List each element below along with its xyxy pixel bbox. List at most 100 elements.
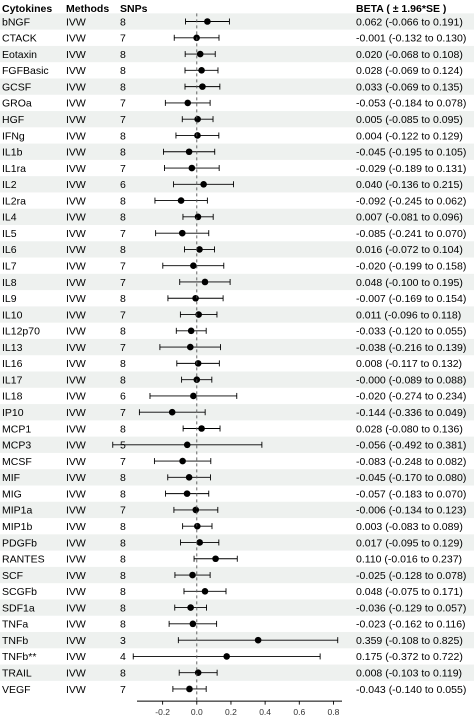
beta-point [199,83,206,90]
forest-row: MCP3 IVW 5 -0.056 (-0.492 to 0.381) [2,440,466,452]
forest-row: MIG IVW 8 -0.057 (-0.183 to 0.070) [2,488,466,500]
row-beta-label: 0.110 (-0.016 to 0.237) [356,554,462,566]
row-method: IVW [66,488,86,500]
row-cytokine: IL4 [2,212,17,224]
row-beta-label: -0.020 (-0.199 to 0.158) [356,261,466,273]
forest-row: MIP1b IVW 8 0.003 (-0.083 to 0.089) [2,521,463,533]
row-cytokine: IL13 [2,342,23,354]
row-cytokine: HGF [2,114,24,126]
row-stripe [0,45,474,63]
row-cytokine: Eotaxin [2,49,37,61]
row-beta-label: -0.023 (-0.162 to 0.116) [356,619,466,631]
row-cytokine: IL12p70 [2,326,40,338]
row-stripe [0,371,474,388]
row-method: IVW [66,277,86,289]
row-snps: 8 [120,602,126,614]
row-beta-label: -0.020 (-0.274 to 0.234) [356,391,466,403]
row-cytokine: IL6 [2,244,17,256]
row-beta-label: -0.057 (-0.183 to 0.070) [356,488,466,500]
row-stripe [0,273,474,291]
data-rows: bNGF IVW 8 0.062 (-0.066 to 0.191) CTACK IVW 7… [2,16,466,695]
row-method: IVW [66,521,86,533]
beta-point [190,392,197,400]
row-beta-label: 0.040 (-0.136 to 0.215) [356,179,463,191]
row-method: IVW [66,440,86,452]
row-snps: 8 [120,147,126,159]
row-beta-label: -0.083 (-0.248 to 0.082) [356,456,466,468]
beta-point [198,67,205,74]
row-snps: 8 [120,49,126,61]
x-tick-label: 0.2 [225,707,237,717]
forest-row: TRAIL IVW 8 0.008 (-0.103 to 0.119) [2,668,462,680]
row-cytokine: MIF [2,472,20,484]
row-cytokine: GCSF [2,81,31,93]
row-snps: 7 [120,342,126,354]
row-cytokine: TNFb [2,635,28,647]
forest-row: IL8 IVW 7 0.048 (-0.100 to 0.195) [2,277,463,289]
beta-point [187,327,195,335]
row-method: IVW [66,668,86,680]
row-beta-label: 0.011 (-0.096 to 0.118) [356,309,461,321]
row-beta-label: -0.053 (-0.184 to 0.078) [356,98,466,110]
forest-row: IFNg IVW 8 0.004 (-0.122 to 0.129) [2,130,463,142]
beta-point [187,604,194,611]
forest-row: IL13 IVW 7 -0.038 (-0.216 to 0.139) [2,342,466,354]
row-method: IVW [66,570,86,582]
forest-row: IL4 IVW 8 0.007 (-0.081 to 0.096) [2,212,463,224]
row-method: IVW [66,65,86,77]
x-axis: -0.2 0.0 0.2 0.4 0.6 0.8 [137,700,342,717]
row-method: IVW [66,33,86,45]
beta-point [196,246,203,253]
row-snps: 7 [120,163,126,175]
row-method: IVW [66,342,86,354]
beta-point [196,539,203,546]
row-snps: 5 [120,440,126,452]
row-beta-label: 0.359 (-0.108 to 0.825) [356,635,463,647]
forest-row: CTACK IVW 7 -0.001 (-0.132 to 0.130) [2,33,466,45]
beta-point [201,278,209,286]
row-cytokine: IP10 [2,407,24,419]
row-beta-label: 0.008 (-0.117 to 0.132) [356,358,462,370]
row-snps: 7 [120,98,126,110]
row-beta-label: -0.092 (-0.245 to 0.062) [356,195,466,207]
row-method: IVW [66,98,86,110]
row-cytokine: FGFBasic [2,65,49,77]
row-snps: 8 [120,619,126,631]
row-beta-label: 0.062 (-0.066 to 0.191) [356,16,463,28]
row-method: IVW [66,554,86,566]
row-snps: 8 [120,570,126,582]
row-stripe [0,664,474,681]
x-tick-label: 0.8 [328,707,340,717]
row-cytokine: IL5 [2,228,17,240]
beta-point [185,474,193,481]
row-snps: 8 [120,537,126,549]
header-beta: BETA ( ± 1.96*SE ) [356,3,446,15]
row-snps: 8 [120,130,126,142]
row-stripe [0,78,474,95]
row-cytokine: MIG [2,488,22,500]
row-method: IVW [66,16,86,28]
row-beta-label: -0.000 (-0.089 to 0.088) [356,374,466,386]
beta-point [223,653,230,660]
row-snps: 7 [120,277,126,289]
row-cytokine: TNFa [2,619,28,631]
row-snps: 8 [120,293,126,305]
row-method: IVW [66,179,86,191]
row-snps: 6 [120,391,126,403]
row-cytokine: MCP1 [2,423,31,435]
x-tick-label: 0.6 [293,707,305,717]
forest-row: IL2 IVW 6 0.040 (-0.136 to 0.215) [2,179,463,191]
row-snps: 4 [120,651,126,663]
beta-point [178,229,186,237]
row-method: IVW [66,147,86,159]
forest-row: GCSF IVW 8 0.033 (-0.069 to 0.135) [2,81,463,93]
row-cytokine: IL1ra [2,163,26,175]
row-cytokine: PDGFb [2,537,37,549]
row-cytokine: SCF [2,570,23,582]
forest-row: IL16 IVW 8 0.008 (-0.117 to 0.132) [2,358,462,370]
row-stripe [0,599,474,616]
beta-point [189,620,197,628]
forest-row: IL7 IVW 7 -0.020 (-0.199 to 0.158) [2,261,466,273]
row-method: IVW [66,423,86,435]
row-snps: 7 [120,456,126,468]
